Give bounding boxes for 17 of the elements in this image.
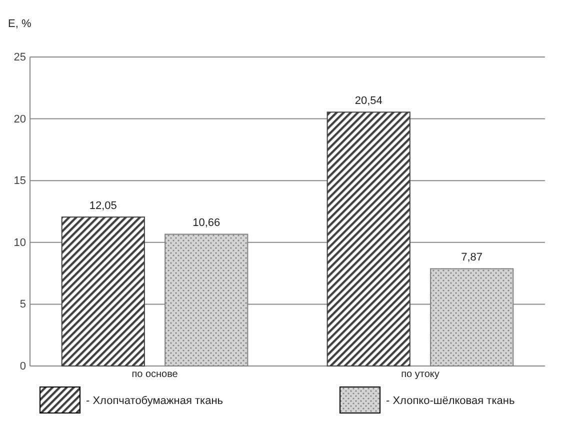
y-tick-label: 20 xyxy=(14,113,26,126)
y-tick-label: 10 xyxy=(14,236,26,249)
data-label: 10,66 xyxy=(192,217,220,230)
y-axis-title: E, % xyxy=(8,18,32,30)
x-tick-label: по утоку xyxy=(401,369,440,380)
legend-label: - Хлопко-шёлковая ткань xyxy=(386,395,515,407)
y-tick-label: 0 xyxy=(20,360,26,373)
data-label: 12,05 xyxy=(89,200,117,212)
y-tick-label: 5 xyxy=(20,298,26,311)
bar xyxy=(61,216,145,366)
bar xyxy=(326,112,410,366)
data-label: 20,54 xyxy=(354,95,382,108)
x-tick-label: по основе xyxy=(132,369,178,380)
legend-label: - Хлопчатобумажная ткань xyxy=(86,395,224,407)
y-tick-label: 15 xyxy=(14,175,26,188)
y-tick-label: 25 xyxy=(14,52,26,64)
data-label: 7,87 xyxy=(461,252,483,264)
